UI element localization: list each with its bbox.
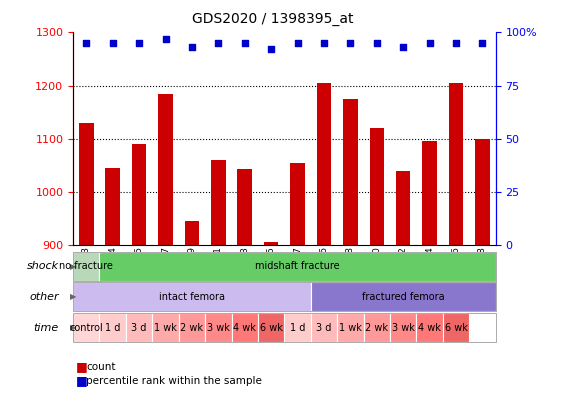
Point bbox=[293, 40, 302, 46]
Text: 4 wk: 4 wk bbox=[418, 323, 441, 333]
Point bbox=[346, 40, 355, 46]
Text: 3 wk: 3 wk bbox=[392, 323, 415, 333]
Point bbox=[187, 44, 196, 51]
Point bbox=[108, 40, 117, 46]
Text: midshaft fracture: midshaft fracture bbox=[255, 261, 340, 271]
Text: 2 wk: 2 wk bbox=[365, 323, 388, 333]
Text: ▶: ▶ bbox=[70, 262, 77, 271]
Point bbox=[82, 40, 91, 46]
Text: count: count bbox=[86, 362, 116, 371]
Bar bbox=[343, 99, 357, 245]
Text: percentile rank within the sample: percentile rank within the sample bbox=[86, 376, 262, 386]
Text: 1 d: 1 d bbox=[105, 323, 120, 333]
Point bbox=[452, 40, 461, 46]
Bar bbox=[369, 128, 384, 245]
Bar bbox=[396, 171, 411, 245]
Text: ▶: ▶ bbox=[70, 292, 77, 301]
Bar bbox=[106, 168, 120, 245]
Bar bbox=[211, 160, 226, 245]
Point bbox=[478, 40, 487, 46]
Point bbox=[425, 40, 434, 46]
Bar bbox=[184, 221, 199, 245]
Bar bbox=[290, 163, 305, 245]
Text: fractured femora: fractured femora bbox=[362, 292, 444, 302]
Text: time: time bbox=[34, 323, 59, 333]
Bar bbox=[317, 83, 331, 245]
Point bbox=[399, 44, 408, 51]
Text: no fracture: no fracture bbox=[59, 261, 113, 271]
Text: control: control bbox=[70, 323, 103, 333]
Bar bbox=[158, 94, 173, 245]
Text: intact femora: intact femora bbox=[159, 292, 225, 302]
Bar bbox=[449, 83, 463, 245]
Text: 4 wk: 4 wk bbox=[234, 323, 256, 333]
Point bbox=[214, 40, 223, 46]
Point bbox=[372, 40, 381, 46]
Text: 6 wk: 6 wk bbox=[260, 323, 283, 333]
Text: 1 wk: 1 wk bbox=[154, 323, 177, 333]
Bar bbox=[264, 242, 279, 245]
Text: ▶: ▶ bbox=[70, 323, 77, 332]
Bar bbox=[475, 139, 490, 245]
Point bbox=[161, 36, 170, 42]
Text: 3 d: 3 d bbox=[316, 323, 332, 333]
Text: 3 d: 3 d bbox=[131, 323, 147, 333]
Bar bbox=[423, 141, 437, 245]
Point bbox=[135, 40, 144, 46]
Bar bbox=[132, 144, 146, 245]
Bar bbox=[238, 169, 252, 245]
Text: ■: ■ bbox=[76, 360, 88, 373]
Point bbox=[319, 40, 328, 46]
Point bbox=[267, 46, 276, 53]
Text: shock: shock bbox=[27, 261, 59, 271]
Point bbox=[240, 40, 250, 46]
Bar bbox=[79, 123, 94, 245]
Text: ■: ■ bbox=[76, 374, 88, 387]
Text: 6 wk: 6 wk bbox=[445, 323, 468, 333]
Text: 1 wk: 1 wk bbox=[339, 323, 362, 333]
Text: 1 d: 1 d bbox=[290, 323, 305, 333]
Text: 3 wk: 3 wk bbox=[207, 323, 230, 333]
Text: 2 wk: 2 wk bbox=[180, 323, 203, 333]
Text: other: other bbox=[29, 292, 59, 302]
Text: GDS2020 / 1398395_at: GDS2020 / 1398395_at bbox=[192, 12, 353, 26]
